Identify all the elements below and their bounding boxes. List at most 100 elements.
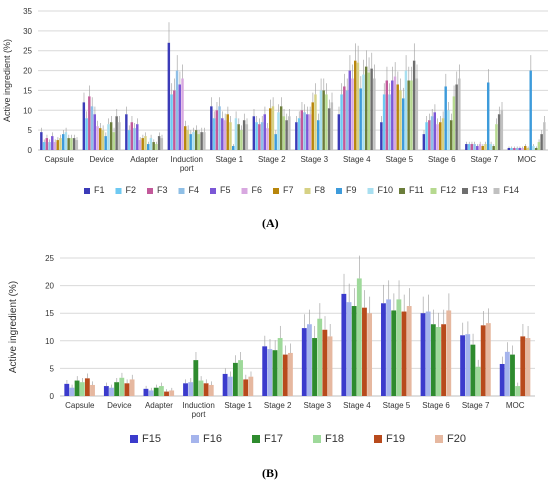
bar (169, 390, 175, 396)
bar (136, 124, 139, 150)
legend-label: F5 (220, 185, 231, 195)
bar (167, 42, 171, 151)
bar (346, 302, 352, 396)
bar (337, 114, 341, 150)
bar (96, 126, 99, 150)
bar (56, 140, 59, 150)
bar (499, 363, 505, 396)
bar (307, 324, 312, 396)
bar (401, 311, 407, 396)
bar (69, 387, 75, 396)
y-tick-label: 0 (50, 392, 55, 401)
bar (319, 90, 323, 150)
bar (160, 138, 164, 150)
bar (415, 78, 419, 150)
bar (189, 134, 192, 150)
bar (158, 386, 164, 396)
bar (458, 78, 461, 150)
bar (88, 96, 91, 150)
legend-label: F19 (386, 433, 405, 445)
x-tick-label: Device (90, 155, 115, 164)
bar (192, 132, 195, 150)
bar (288, 116, 291, 150)
bar (343, 86, 346, 150)
legend-swatch (462, 188, 468, 194)
bar (64, 132, 68, 150)
legend-label: F15 (142, 433, 161, 445)
bar (295, 122, 298, 150)
bar (243, 379, 249, 396)
panel-a-label: (A) (262, 216, 279, 230)
plot-1: 0 5 10 15 20 25 Active ingredient (%) Capsule De… (8, 254, 535, 419)
bar (526, 148, 530, 150)
bar (327, 108, 331, 150)
bar (510, 354, 515, 396)
bar (441, 324, 447, 396)
bar (537, 142, 541, 150)
bar (500, 110, 504, 150)
bar (234, 118, 238, 150)
bar (175, 70, 179, 150)
bar (245, 124, 249, 150)
bar (311, 102, 314, 150)
bar (74, 380, 80, 396)
legend-label: F9 (346, 185, 357, 195)
bar (525, 338, 531, 396)
bar (157, 136, 161, 150)
bar (460, 335, 466, 396)
bar (391, 310, 397, 396)
bar (223, 120, 227, 150)
bar (524, 146, 527, 150)
bar (518, 148, 521, 150)
bar (306, 114, 309, 150)
bar (351, 78, 354, 150)
bar (42, 142, 46, 150)
legend-swatch (273, 188, 279, 194)
legend-label: F3 (157, 185, 168, 195)
bar (327, 336, 333, 396)
bar (231, 146, 235, 150)
bar (104, 136, 107, 150)
x-tick-label: Stage 5 (385, 155, 413, 164)
plot-0: 0 5 10 15 20 25 30 35 Active ingredient (%) Capsu… (2, 7, 548, 173)
bar (404, 70, 408, 150)
bar (433, 112, 436, 150)
bar (532, 146, 535, 150)
bar (386, 299, 392, 396)
bar (452, 96, 456, 150)
bar (203, 383, 209, 396)
legend-label: F13 (472, 185, 488, 195)
bar (149, 138, 153, 150)
x-tick-label: Stage 3 (304, 401, 332, 410)
bar (449, 120, 453, 150)
bar (112, 132, 116, 150)
chart-b: 0 5 10 15 20 25 Active ingredient (%) Capsule De… (8, 254, 535, 445)
bar (436, 327, 441, 396)
legend-label: F10 (378, 185, 394, 195)
bar (90, 384, 95, 396)
bar (64, 383, 70, 396)
legend-swatch (493, 188, 500, 194)
y-tick-label: 20 (23, 67, 32, 76)
bar (72, 138, 76, 150)
legend-swatch (399, 188, 405, 194)
legend-swatch (252, 435, 260, 443)
bar (115, 116, 118, 150)
bar (272, 350, 278, 396)
bar (425, 122, 428, 150)
bar (446, 310, 452, 396)
legend-label: F17 (264, 433, 283, 445)
bar (141, 138, 144, 150)
bar (229, 122, 232, 150)
bar (152, 142, 155, 150)
legend-label: F20 (447, 433, 466, 445)
bar (317, 318, 323, 396)
bar (504, 351, 510, 396)
bar (79, 382, 85, 396)
bar (439, 122, 442, 150)
bar (322, 329, 328, 396)
bar (124, 383, 130, 396)
bar (422, 134, 426, 150)
bar (210, 106, 213, 150)
bar (486, 82, 490, 150)
